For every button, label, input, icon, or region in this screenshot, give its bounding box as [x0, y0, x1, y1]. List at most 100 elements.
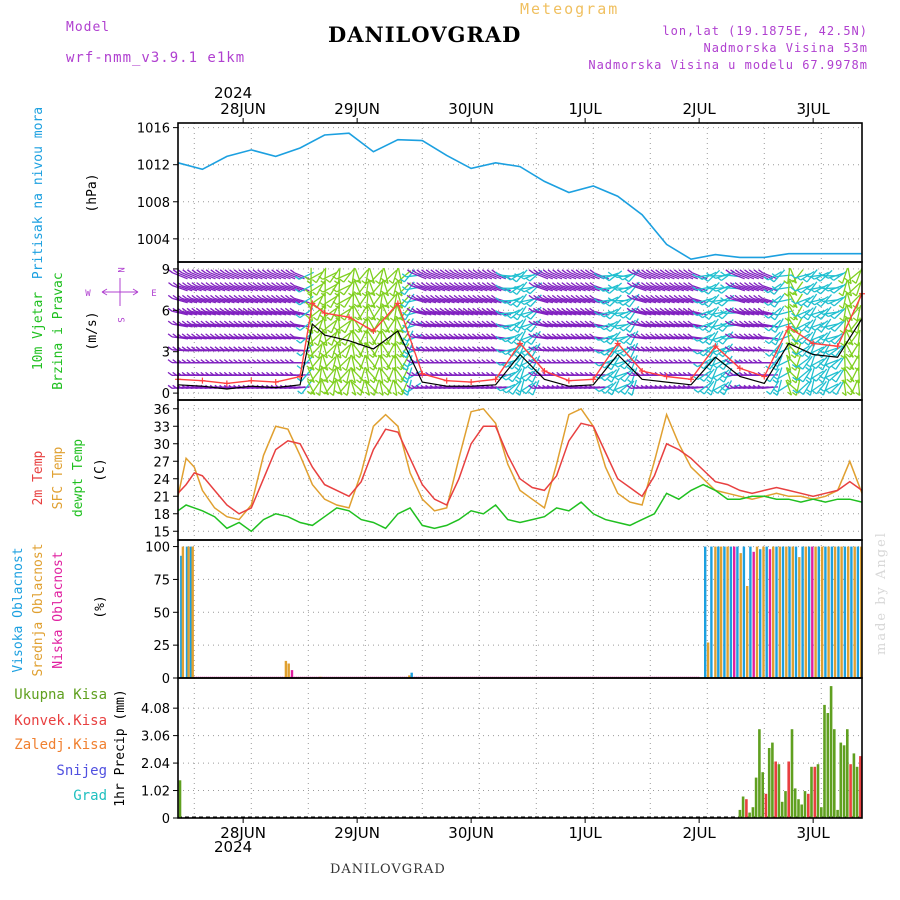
wind-barb-flag	[636, 307, 641, 312]
wind-barb-flag	[748, 294, 754, 299]
wind-barb-shaft	[379, 305, 383, 322]
wind-barb-shaft	[635, 323, 652, 328]
cloud-bar-mid	[804, 546, 807, 678]
wind-barb-flag	[542, 333, 548, 338]
wind-barb-shaft	[846, 292, 853, 309]
wind-barb-shaft	[476, 272, 493, 280]
wind-barb-flag	[407, 269, 412, 274]
wind-barb-shaft	[368, 268, 376, 284]
wind-barb-flag	[579, 307, 585, 312]
wind-barb-shaft	[551, 310, 568, 316]
wind-barb-flag	[486, 307, 491, 312]
wind-barb-shaft	[323, 319, 337, 331]
wind-barb-shaft	[400, 355, 410, 371]
wind-barb-shaft	[796, 381, 810, 394]
wind-barb-flag	[738, 371, 744, 376]
wind-barb-flag	[467, 371, 473, 376]
wind-barb-flag	[600, 351, 605, 356]
wind-barb-flag	[640, 346, 646, 351]
wind-barb-flag	[443, 371, 449, 376]
wind-barb-flag	[678, 269, 684, 274]
wind-barb-shaft	[336, 367, 343, 384]
wind-barb-shaft	[186, 297, 202, 304]
wind-barb-shaft	[511, 331, 524, 345]
wind-barb-flag	[748, 384, 754, 389]
wind-barb-shaft	[542, 297, 558, 304]
wind-barb-flag	[205, 320, 210, 325]
wind-barb-shaft	[350, 354, 356, 371]
wind-barb-shaft	[195, 297, 212, 304]
x-tick-label-top: 3JUL	[796, 100, 830, 118]
wind-barb-shaft	[769, 356, 781, 370]
wind-barb-flag	[815, 277, 821, 282]
top-year: 2024	[214, 84, 253, 102]
cloud-bar-mid	[284, 660, 288, 678]
wind-barb-flag	[411, 320, 416, 325]
precip-bar-total	[852, 753, 856, 818]
wind-barb-shaft	[511, 368, 523, 383]
wind-barb-flag	[528, 269, 534, 274]
wind-barb-flag	[641, 269, 646, 274]
wind-barb-shaft	[256, 310, 273, 316]
wind-barb-flag	[626, 366, 632, 371]
wind-barb-flag	[275, 346, 281, 351]
wind-barb-shaft	[668, 297, 685, 304]
wind-barb-flag	[817, 328, 822, 333]
wind-barb-shaft	[796, 369, 810, 381]
wind-barb-flag	[818, 285, 824, 290]
wind-barb-shaft	[537, 272, 553, 280]
wind-barb-flag	[619, 339, 625, 345]
wind-barb-flag	[608, 387, 614, 392]
wind-barb-flag	[692, 324, 698, 329]
wind-barb-shaft	[789, 293, 798, 309]
precip-bar-conv	[745, 799, 748, 818]
wind-barb-shaft	[834, 307, 847, 320]
wind-barb-shaft	[847, 267, 852, 284]
wind-barb-flag	[787, 391, 792, 396]
wind-barb-shaft	[410, 323, 427, 328]
wind-barb-flag	[242, 346, 248, 351]
wind-barb-flag	[406, 346, 412, 351]
wind-barb-flag	[528, 391, 534, 396]
wind-barb-flag	[304, 301, 310, 306]
wind-barb-shaft	[420, 297, 437, 304]
wind-barb-shaft	[359, 354, 366, 371]
wind-barb-flag	[743, 307, 749, 312]
wind-barb-flag	[575, 269, 581, 274]
wind-barb-flag	[391, 354, 396, 359]
wind-barb-shaft	[373, 379, 380, 396]
wind-barb-flag	[627, 391, 633, 396]
wind-barb-flag	[219, 269, 225, 274]
wind-barb-flag	[570, 333, 576, 338]
y-tick-label: 4.08	[141, 702, 170, 717]
wind-barb-flag	[612, 286, 618, 291]
wind-barb-flag	[512, 290, 518, 296]
wind-barb-shaft	[481, 310, 498, 316]
wind-barb-shaft	[697, 382, 712, 393]
wind-barb-flag	[565, 371, 571, 376]
wind-barb-flag	[783, 292, 789, 297]
wind-barb-flag	[547, 282, 553, 287]
wind-barb-flag	[486, 282, 492, 287]
x-tick-label-top: 1JUL	[568, 100, 602, 118]
wind-barb-flag	[295, 326, 301, 331]
wind-barb-flag	[223, 359, 229, 364]
panel-frame-pressure	[177, 122, 863, 263]
x-tick-label-top: 28JUN	[220, 100, 266, 118]
wind-barb-flag	[636, 282, 642, 287]
wind-barb-flag	[205, 269, 211, 274]
wind-barb-shaft	[747, 310, 764, 316]
wind-barb-flag	[724, 333, 730, 338]
wind-barb-flag	[209, 359, 215, 364]
y-tick-label: 2.04	[141, 757, 170, 772]
wind-barb-flag	[284, 320, 290, 325]
wind-barb-shaft	[808, 330, 817, 346]
wind-barb-flag	[397, 391, 403, 396]
wind-barb-flag	[370, 391, 375, 396]
wind-barb-flag	[402, 311, 407, 316]
wind-barb-flag	[320, 280, 326, 285]
wind-barb-flag	[772, 324, 777, 329]
wind-barb-flag	[804, 286, 810, 291]
wind-barb-shaft	[579, 323, 596, 328]
wind-barb-flag	[434, 371, 440, 376]
